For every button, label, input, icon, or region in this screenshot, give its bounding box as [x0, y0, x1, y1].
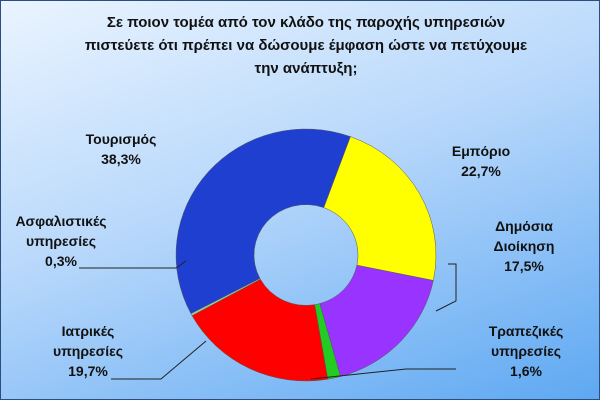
donut-slice [314, 303, 341, 380]
leader-line [435, 263, 457, 312]
category-label: Ασφαλιστικές υπηρεσίες [15, 213, 107, 249]
donut-slice [175, 128, 351, 314]
leader-line [111, 340, 207, 380]
chart-title: Σε ποιον τομέα από τον κλάδο της παροχής… [84, 14, 528, 77]
value-label: 38,3% [101, 151, 141, 167]
donut-slice [191, 278, 329, 382]
category-label: Τουρισμός [85, 131, 157, 147]
donut-slice [323, 136, 437, 281]
slice-label: Ιατρικές υπηρεσίες 19,7% [33, 321, 143, 381]
slice-label: Τραπεζικές υπηρεσίες 1,6% [471, 321, 581, 381]
slice-label: Τουρισμός 38,3% [66, 129, 176, 169]
value-label: 17,5% [504, 258, 544, 274]
category-label: Δημόσια Διοίκηση [493, 218, 555, 254]
category-label: Εμπόριο [451, 143, 511, 159]
leader-line [310, 368, 456, 380]
leader-line [79, 260, 187, 269]
value-label: 19,7% [68, 363, 108, 379]
value-label: 0,3% [45, 253, 77, 269]
category-label: Ιατρικές υπηρεσίες [52, 323, 124, 359]
slice-label: Δημόσια Διοίκηση 17,5% [469, 216, 579, 276]
value-label: 1,6% [510, 363, 542, 379]
value-label: 22,7% [461, 163, 501, 179]
category-label: Τραπεζικές υπηρεσίες [488, 323, 564, 359]
donut-slice [319, 264, 434, 377]
slice-label: Ασφαλιστικές υπηρεσίες 0,3% [6, 211, 116, 271]
slice-label: Εμπόριο 22,7% [426, 141, 536, 181]
